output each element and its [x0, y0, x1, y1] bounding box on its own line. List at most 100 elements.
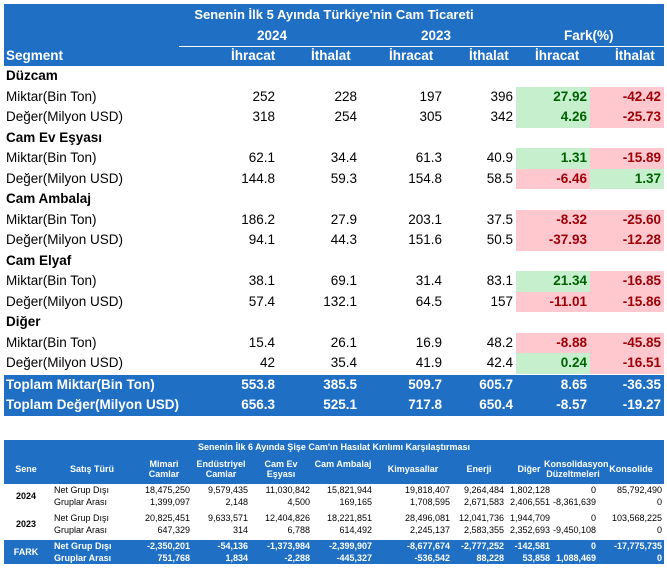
value-cell: 197 [419, 88, 442, 104]
data-row: Değer(Milyon USD) 94.1 44.3 151.6 50.5 -37.93… [4, 230, 664, 251]
total-value: -19.27 [622, 397, 661, 412]
revenue-value: 1,944,709 [509, 513, 550, 523]
revenue-value: -1,373,984 [266, 541, 310, 551]
metric-label: Miktar(Bin Ton) [6, 150, 97, 165]
revenue-value: 647,329 [157, 525, 190, 535]
header-fark: Fark(%) [564, 28, 614, 43]
revenue-value: 6,788 [287, 525, 310, 535]
value-cell: -12.28 [590, 230, 664, 251]
value-cell: 0.24 [516, 353, 590, 374]
trade-table-title: Senenin İlk 5 Ayında Türkiye'nin Cam Tic… [4, 4, 664, 26]
value-cell: 318 [252, 109, 275, 124]
revenue-row: Net Grup Dışı 18,475,250 9,579,435 11,030,8… [4, 484, 664, 496]
revenue-value: 19,818,407 [404, 485, 450, 495]
value-cell: 1.31 [516, 148, 590, 169]
value-cell: 27.9 [330, 211, 357, 227]
header-year-2023: 2023 [421, 28, 452, 43]
value-cell: 26.1 [330, 334, 357, 350]
value-cell: 151.6 [408, 232, 442, 247]
value-cell: 1.37 [590, 168, 664, 189]
value-cell: 50.5 [486, 232, 513, 247]
data-row: Değer(Milyon USD) 144.8 59.3 154.8 58.5 -6.46… [4, 168, 664, 189]
value-cell: 305 [419, 109, 442, 124]
value-cell: 396 [490, 88, 513, 104]
sales-type: Gruplar Arası [54, 553, 112, 563]
total-value: 717.8 [408, 397, 442, 412]
revenue-value: 2,583,355 [463, 525, 504, 535]
value-cell: 83.1 [486, 273, 513, 288]
total-value: 509.7 [408, 376, 442, 392]
column-header: Enerji [466, 464, 492, 474]
metric-label: Değer(Milyon USD) [6, 232, 124, 247]
sales-type: Net Grup Dışı [54, 541, 112, 551]
segment-group-row: Düzcam [4, 66, 664, 87]
value-cell: 62.1 [248, 150, 275, 165]
revenue-value: 0 [656, 525, 662, 535]
revenue-value: 1,708,595 [409, 497, 450, 507]
revenue-value: 2,148 [225, 497, 248, 507]
column-header: Endüstriyel Camlar [196, 459, 246, 479]
total-value: 385.5 [323, 376, 357, 392]
revenue-value: 2,245,137 [409, 525, 450, 535]
revenue-value: -2,350,201 [146, 541, 190, 551]
value-cell: -15.89 [590, 148, 664, 169]
value-cell: 342 [490, 109, 513, 124]
total-value: 656.3 [241, 397, 275, 412]
year-block: 2024 Net Grup Dışı 18,475,250 9,579,435 11,0… [4, 484, 664, 508]
value-cell: 38.1 [248, 273, 275, 288]
revenue-value: 9,579,435 [207, 485, 248, 495]
total-value: -36.35 [622, 376, 661, 392]
value-cell: 4.26 [516, 107, 590, 128]
revenue-value: 9,264,484 [463, 485, 504, 495]
revenue-value: 614,492 [339, 525, 372, 535]
value-cell: -25.60 [590, 209, 664, 230]
year-label: FARK [13, 547, 39, 557]
revenue-value: 314 [232, 525, 248, 535]
revenue-row: Gruplar Arası 1,399,097 2,148 4,500 169,165 1… [4, 496, 664, 508]
value-cell: -11.01 [516, 291, 590, 312]
total-value: 8.65 [560, 376, 587, 392]
total-value: 553.8 [241, 376, 275, 392]
revenue-value: -8,677,674 [406, 541, 450, 551]
revenue-value: -2,288 [284, 553, 310, 563]
revenue-value: 15,821,944 [326, 485, 372, 495]
sales-type: Gruplar Arası [54, 497, 108, 507]
value-cell: 58.5 [486, 170, 513, 186]
total-value: 605.7 [479, 376, 513, 392]
trade-table-header: 2024 2023 Fark(%) Segment İhracat İthala… [4, 26, 664, 66]
column-header: Mimari Camlar [148, 459, 180, 479]
revenue-value: 88,228 [476, 553, 504, 563]
header-segment: Segment [6, 48, 64, 63]
segment-group-row: Cam Ev Eşyası [4, 128, 664, 149]
revenue-value: 20,825,451 [144, 513, 190, 523]
total-value: 650.4 [479, 397, 513, 412]
trade-table-body: Düzcam Miktar(Bin Ton) 252 228 197 396 27.92 -4… [4, 66, 664, 416]
segment-group-row: Diğer [4, 312, 664, 333]
value-cell: 40.9 [486, 150, 513, 165]
revenue-value: -536,542 [414, 553, 450, 563]
data-row: Değer(Milyon USD) 57.4 132.1 64.5 157 -11.01-… [4, 291, 664, 312]
header-ithalat-fark: İthalat [615, 48, 655, 63]
value-cell: 144.8 [241, 170, 275, 186]
value-cell: 94.1 [248, 232, 275, 247]
value-cell: 31.4 [415, 273, 442, 288]
value-cell: 64.5 [415, 293, 442, 309]
segment-name: Cam Ambalaj [6, 191, 92, 206]
value-cell: -16.85 [590, 271, 664, 292]
revenue-value: 12,404,826 [264, 513, 310, 523]
value-cell: -42.42 [590, 86, 664, 107]
value-cell: 41.9 [415, 355, 442, 370]
sales-type: Net Grup Dışı [54, 485, 110, 495]
revenue-table-title: Senenin İlk 6 Ayında Şişe Cam'ın Hasılat… [4, 440, 664, 454]
revenue-value: 85,792,490 [616, 485, 662, 495]
metric-label: Değer(Milyon USD) [6, 170, 124, 186]
value-cell: 254 [334, 109, 357, 124]
revenue-value: 18,475,250 [144, 485, 190, 495]
data-row: Miktar(Bin Ton) 38.1 69.1 31.4 83.1 21.34 -16.… [4, 271, 664, 292]
revenue-value: 18,221,851 [326, 513, 372, 523]
column-header: Diğer [517, 464, 541, 474]
column-header: Sene [15, 464, 37, 474]
column-header: Konsolide [609, 464, 653, 474]
data-row: Miktar(Bin Ton) 252 228 197 396 27.92 -42.42 [4, 86, 664, 107]
year-label: 2023 [15, 519, 37, 529]
